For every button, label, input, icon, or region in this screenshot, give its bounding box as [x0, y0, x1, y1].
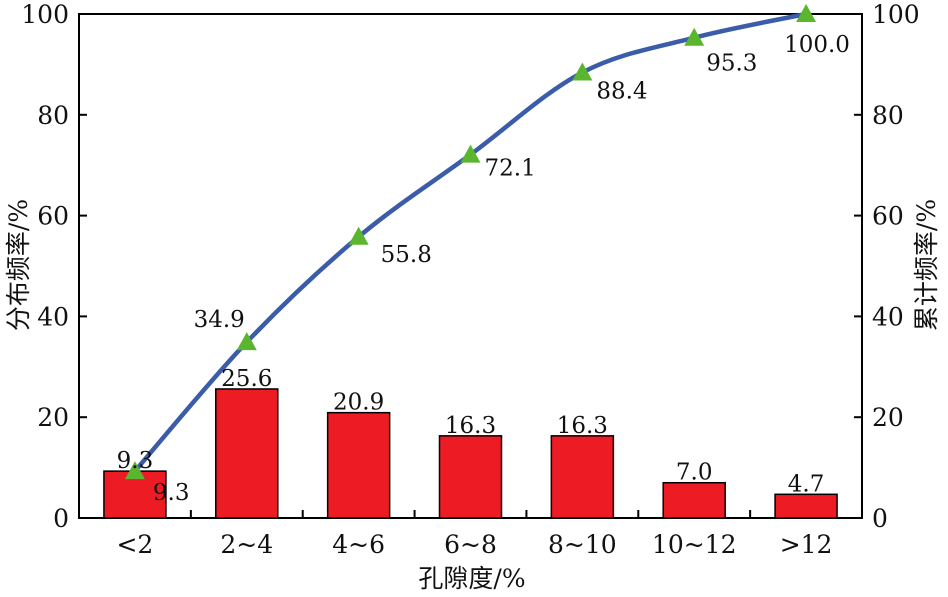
bar-series	[103, 388, 838, 519]
triangle-marker	[348, 226, 369, 245]
x-tick-label: 10~12	[652, 530, 737, 559]
bar-value-label: 16.3	[557, 413, 608, 439]
y-axis-title-left: 分布频率/%	[4, 199, 33, 331]
bar-value-label: 20.9	[333, 390, 384, 416]
y-tick-label-right: 100	[872, 0, 920, 29]
bar	[326, 411, 391, 519]
y-tick-label-left: 80	[37, 101, 69, 130]
x-tick-label: <2	[116, 530, 153, 559]
bar	[662, 481, 726, 519]
y-tick-label-left: 100	[21, 0, 69, 29]
triangle-marker	[124, 461, 145, 480]
triangle-marker	[572, 62, 593, 81]
y-tick-label-left: 60	[37, 202, 69, 231]
y-tick-label-right: 20	[872, 403, 904, 432]
triangle-marker	[796, 4, 817, 22]
line-value-label: 95.3	[706, 51, 757, 77]
triangle-marker	[460, 144, 481, 163]
bar	[215, 388, 279, 519]
x-tick-label: 2~4	[220, 530, 273, 559]
x-axis-title: 孔隙度/%	[418, 564, 525, 593]
line-value-label: 88.4	[596, 78, 647, 104]
y-tick-label-right: 60	[872, 202, 904, 231]
triangle-marker	[236, 332, 257, 351]
bar	[438, 435, 503, 519]
bar-value-label: 16.3	[445, 413, 496, 439]
bar	[550, 435, 615, 519]
x-tick-label: 6~8	[444, 530, 497, 559]
line-value-label: 72.1	[485, 156, 536, 182]
bar	[774, 493, 838, 519]
triangle-marker	[684, 27, 705, 46]
line-value-label: 55.8	[381, 242, 432, 268]
line-value-label: 9.3	[153, 480, 190, 506]
x-tick-label: >12	[780, 530, 833, 559]
bar-value-label: 7.0	[676, 460, 713, 486]
y-tick-label-left: 0	[53, 504, 69, 533]
cumulative-line-series	[124, 4, 817, 480]
x-tick-label: 4~6	[332, 530, 385, 559]
line-value-label: 100.0	[784, 32, 850, 58]
axes: 0 20 40 60 80 100 0 20 40 60 80 100 <2 2~4 4~6 6~8 8~10 1…	[21, 0, 919, 559]
x-tick-label: 8~10	[548, 530, 617, 559]
y-tick-label-left: 40	[37, 302, 69, 331]
y-axis-title-right: 累计频率/%	[912, 199, 941, 331]
bar-value-label: 9.3	[117, 448, 154, 474]
value-labels: 9.3 25.6 20.9 16.3 16.3 7.0 4.7 9.3 34.9 55.8 72.1…	[117, 32, 850, 506]
bar-value-label: 4.7	[788, 471, 825, 497]
y-tick-label-right: 40	[872, 302, 904, 331]
line-value-label: 34.9	[194, 307, 245, 333]
bar-value-label: 25.6	[221, 366, 272, 392]
y-tick-label-right: 0	[872, 504, 888, 533]
y-tick-label-right: 80	[872, 101, 904, 130]
y-tick-label-left: 20	[37, 403, 69, 432]
